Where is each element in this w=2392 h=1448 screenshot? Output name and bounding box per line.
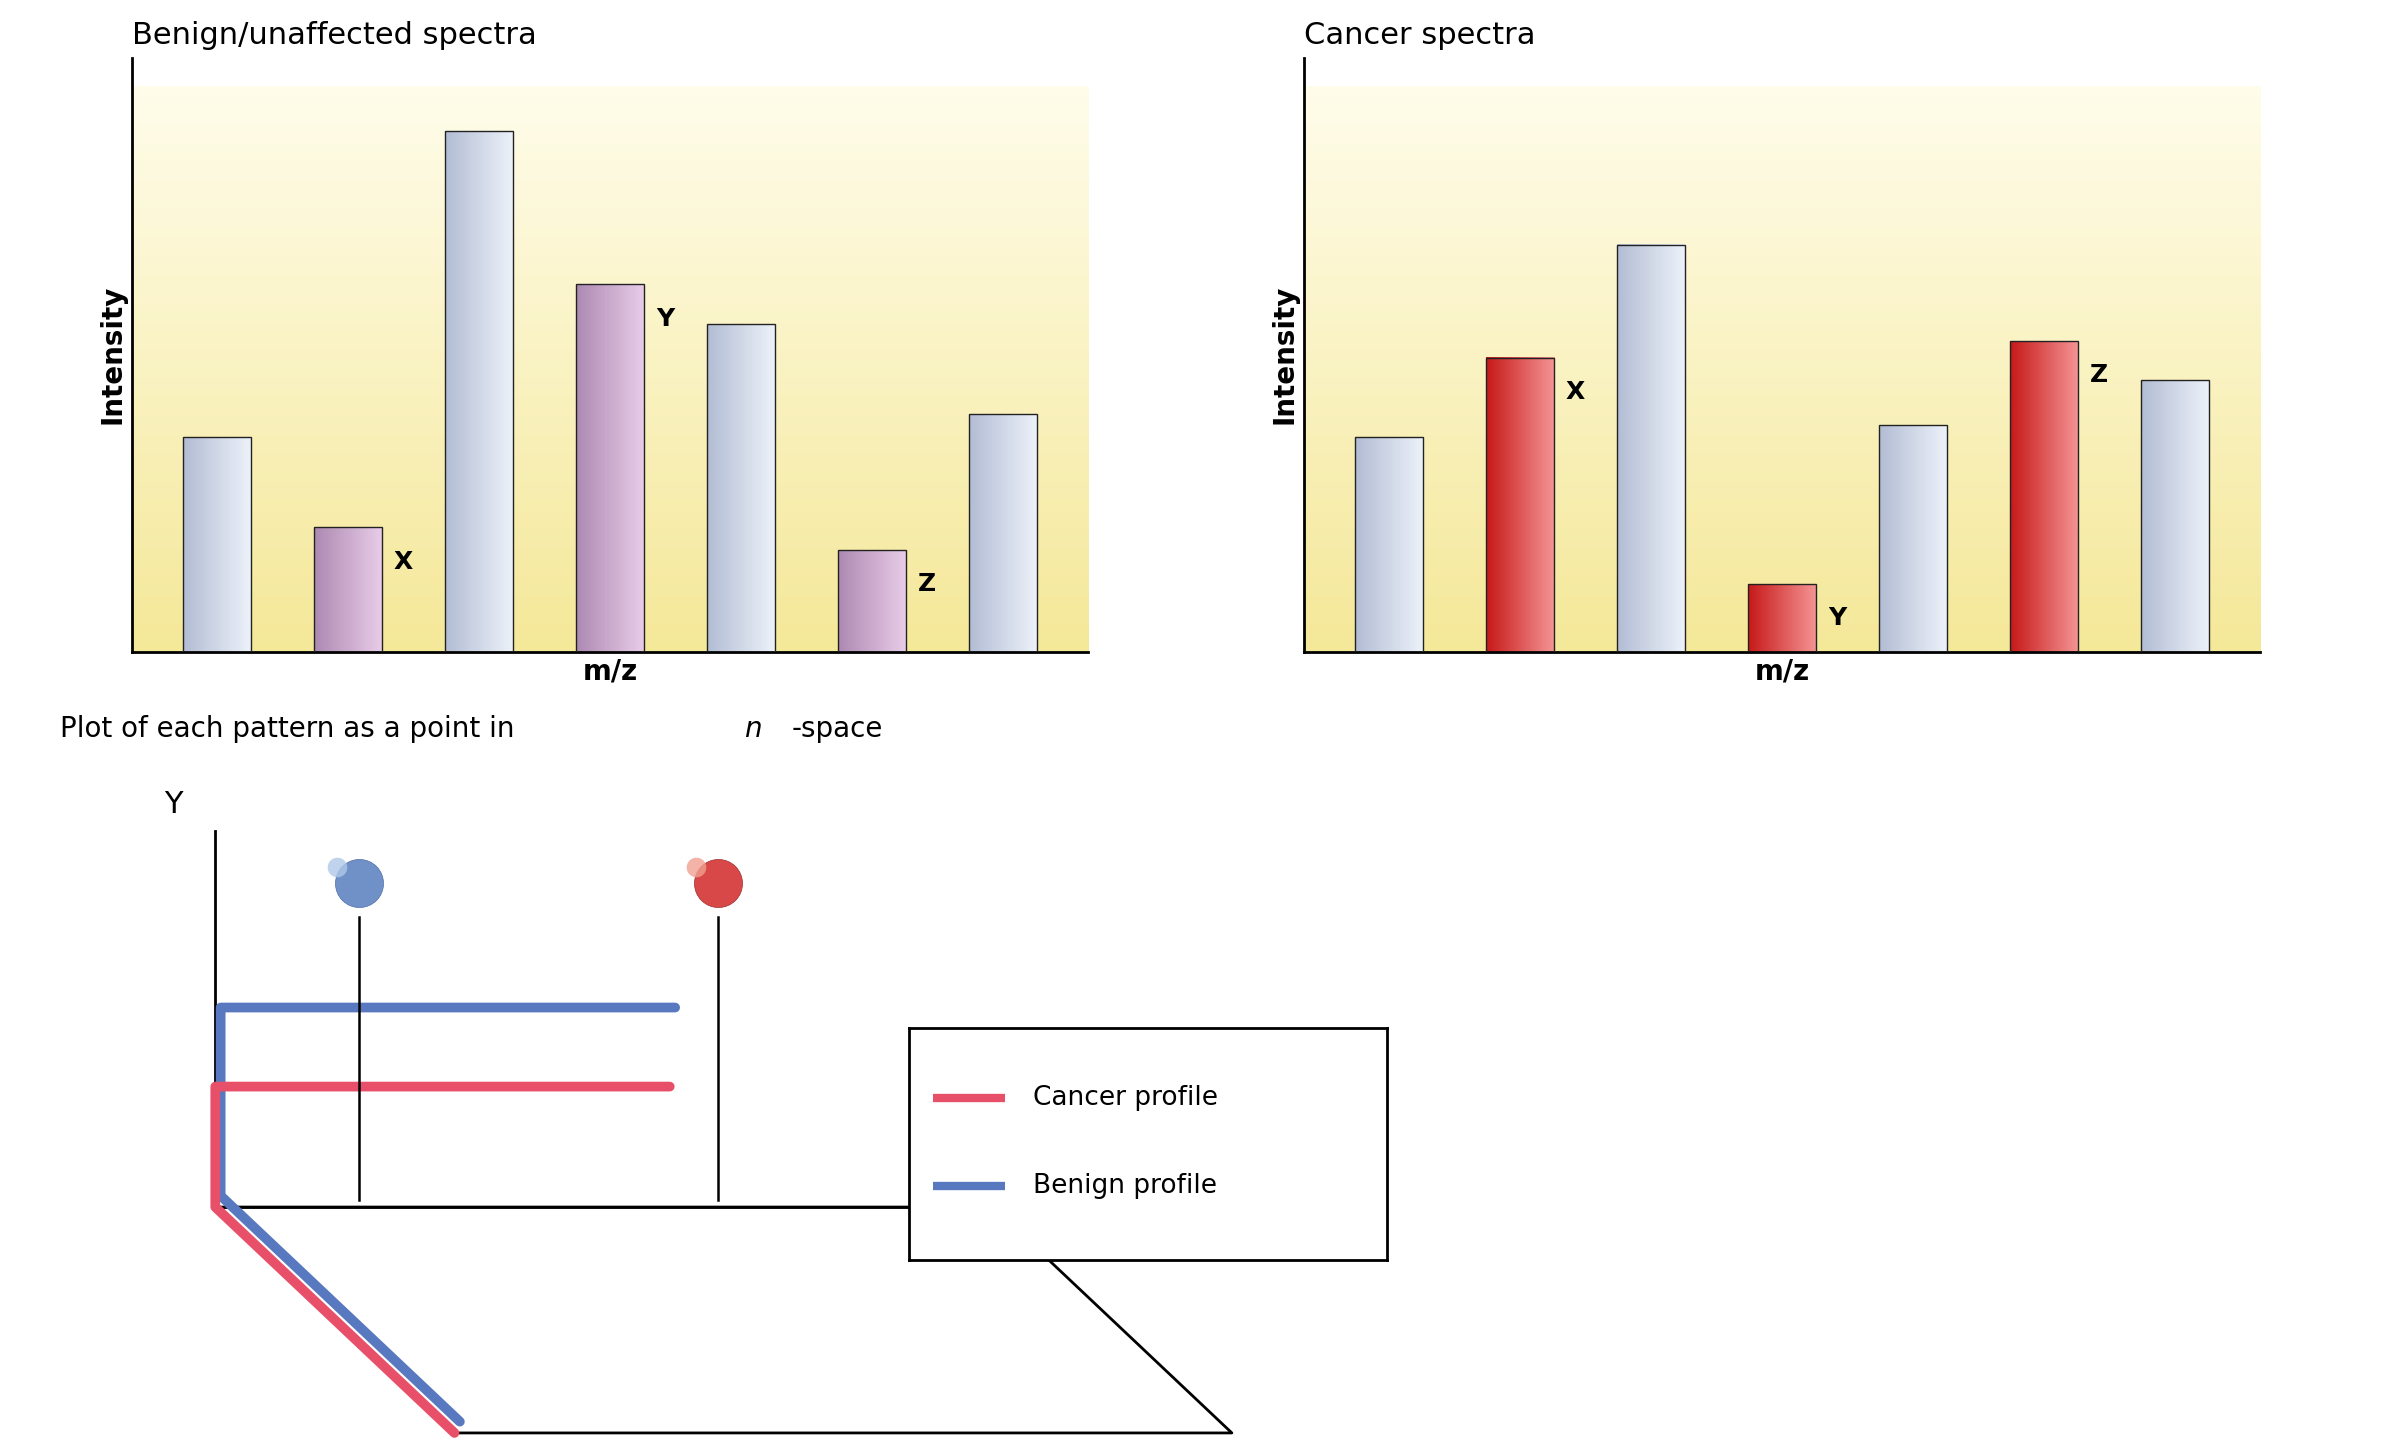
Point (340, 872, 378, 895)
Text: Y: Y (1827, 607, 1847, 630)
Bar (1354, 437, 1423, 652)
Text: Y: Y (165, 791, 182, 820)
Bar (2009, 340, 2079, 652)
Text: Cancer profile: Cancer profile (1033, 1085, 1218, 1111)
Bar (2141, 381, 2210, 652)
X-axis label: m/z: m/z (581, 657, 639, 685)
Y-axis label: Intensity: Intensity (98, 285, 127, 424)
X-axis label: m/z: m/z (1753, 657, 1811, 685)
Text: Z: Z (2091, 363, 2107, 387)
Bar (1617, 245, 1684, 652)
Text: Z: Z (919, 572, 935, 597)
Bar (313, 527, 383, 652)
Point (698, 872, 737, 895)
Bar (969, 414, 1038, 652)
Bar (837, 550, 907, 652)
Bar (445, 132, 512, 652)
Bar (1880, 426, 1947, 652)
Point (677, 856, 715, 879)
Text: Benign/unaffected spectra: Benign/unaffected spectra (132, 22, 536, 51)
Point (318, 856, 356, 879)
Bar (708, 324, 775, 652)
Text: Y: Y (655, 307, 675, 330)
Text: Plot of each pattern as a point in: Plot of each pattern as a point in (60, 715, 524, 743)
Bar (1749, 584, 1816, 652)
Text: Cancer spectra: Cancer spectra (1304, 22, 1536, 51)
Text: n: n (744, 715, 761, 743)
Bar (576, 284, 643, 652)
Text: X: X (395, 550, 414, 573)
Text: Z: Z (1005, 1184, 1026, 1213)
Text: X: X (1567, 381, 1586, 404)
Text: Benign profile: Benign profile (1033, 1173, 1218, 1199)
Y-axis label: Intensity: Intensity (1270, 285, 1299, 424)
Bar (182, 437, 251, 652)
Text: -space: -space (792, 715, 883, 743)
Bar (1485, 358, 1555, 652)
